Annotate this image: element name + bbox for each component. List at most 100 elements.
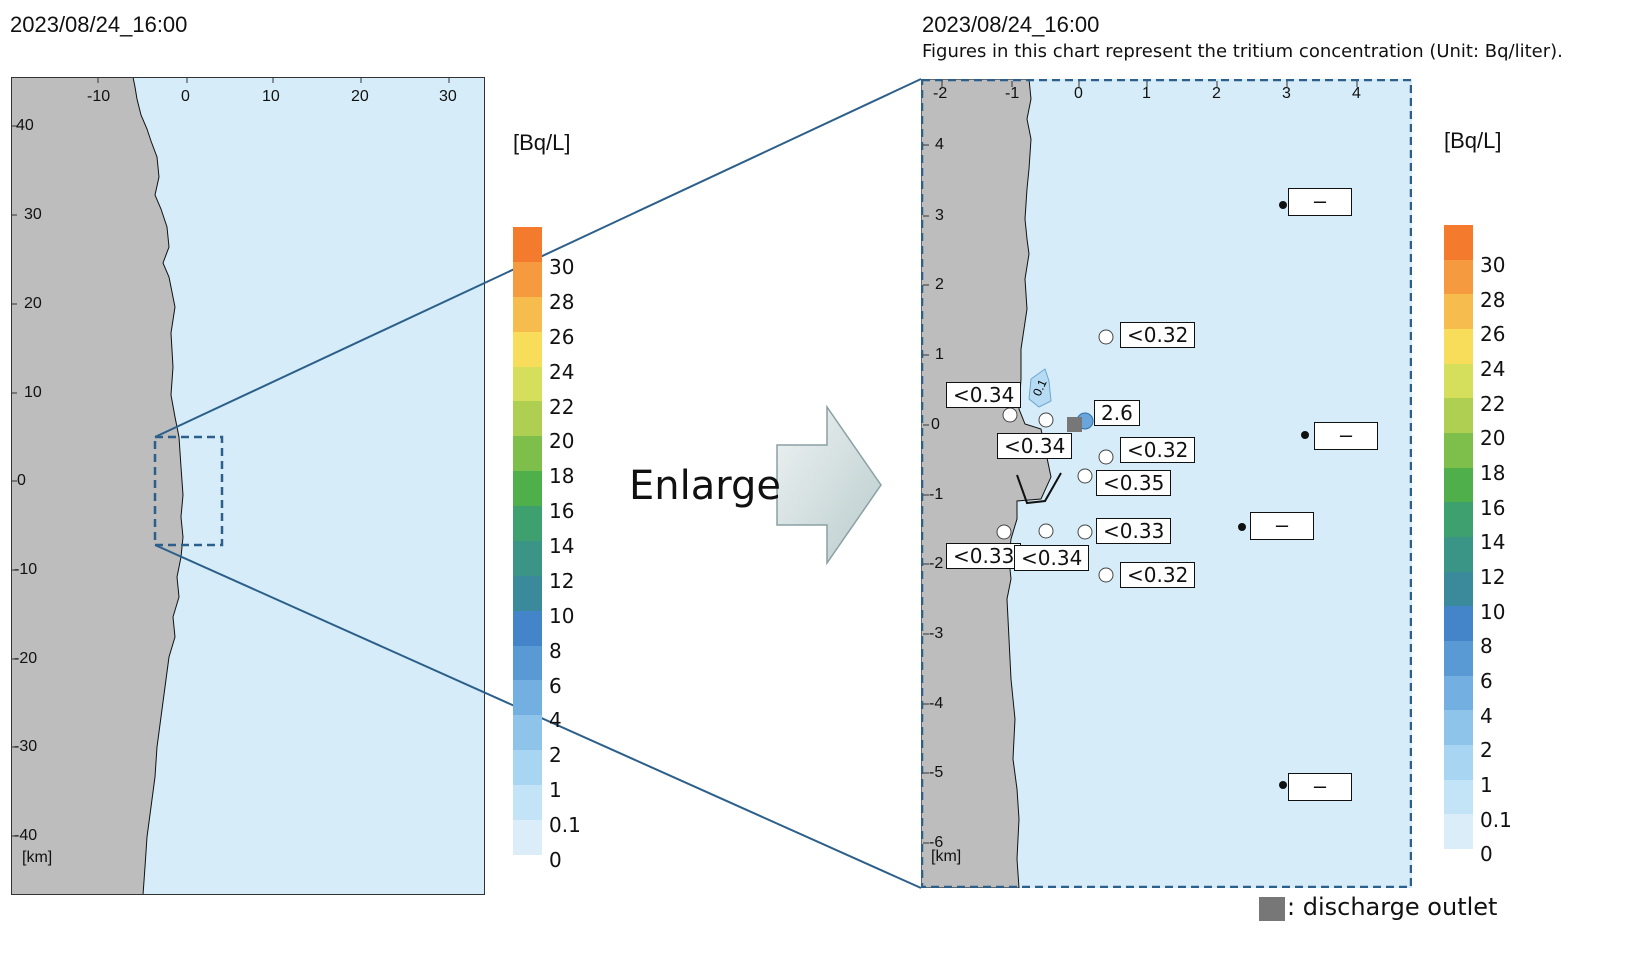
y-axis-ticks [923, 144, 929, 844]
offshore-point [1279, 201, 1287, 209]
sample-value: <0.33 [1096, 518, 1172, 544]
y-tick-label: -3 [929, 625, 944, 642]
colorbar-level-label: 14 [549, 534, 575, 558]
sample-value: <0.32 [1120, 322, 1196, 348]
y-tick-label: 0 [17, 472, 26, 489]
offshore-value: – [1314, 422, 1378, 450]
overview-map: -10 0 10 20 30 40 30 20 10 0 -10 -20 -30… [10, 76, 485, 896]
zoom-region-box [153, 435, 224, 547]
x-tick-label: 20 [351, 88, 369, 105]
colorbar-swatch [1444, 814, 1473, 849]
offshore-point [1238, 523, 1246, 531]
colorbar-level-label: 26 [1480, 322, 1506, 347]
legend-labels: 30 28 26 24 22 20 18 16 14 12 10 8 6 4 2 1 0.1 0 [549, 250, 581, 878]
colorbar-swatch [513, 366, 542, 402]
y-tick-label: -6 [929, 834, 944, 851]
x-tick-label: -2 [933, 85, 948, 102]
x-tick-label: -10 [87, 88, 111, 105]
colorbar-level-label: 8 [1480, 634, 1493, 659]
colorbar-swatch [1444, 640, 1473, 676]
enlarge-arrow [776, 405, 882, 565]
sample-point [1038, 523, 1054, 539]
x-tick-label: 4 [1352, 85, 1361, 102]
right-colorbar [1444, 225, 1473, 849]
sample-point [1098, 449, 1114, 465]
contour-label: 0.1 [1030, 377, 1050, 398]
y-tick-label: 40 [16, 117, 34, 134]
sample-value: <0.34 [946, 382, 1022, 408]
left-legend-unit: [Bq/L] [513, 130, 571, 155]
y-tick-label: 10 [24, 384, 42, 401]
colorbar-level-label: 20 [1480, 426, 1506, 451]
colorbar-swatch [1444, 432, 1473, 468]
colorbar-level-label: 0.1 [549, 813, 581, 837]
colorbar-swatch [513, 575, 542, 611]
sample-value: <0.32 [1120, 562, 1196, 588]
colorbar-swatch [1444, 225, 1473, 260]
x-tick-label: 1 [1142, 85, 1151, 102]
y-tick-label: -2 [929, 555, 944, 572]
overview-map-canvas [10, 76, 485, 896]
colorbar-swatches [513, 227, 542, 855]
discharge-outlet-marker [1067, 417, 1082, 432]
colorbar-swatch [1444, 502, 1473, 537]
colorbar-swatches [1444, 225, 1473, 849]
y-tick-label: 1 [935, 346, 944, 363]
x-tick-label: -1 [1005, 85, 1020, 102]
offshore-value: – [1250, 512, 1314, 540]
colorbar-swatch [513, 610, 542, 646]
colorbar-swatch [1444, 467, 1473, 503]
breakwater [1016, 472, 1062, 505]
colorbar-level-label: 16 [549, 499, 575, 524]
colorbar-level-label: 1 [1480, 772, 1493, 797]
plume-contour [1028, 368, 1052, 408]
colorbar-level-label: 28 [1480, 287, 1506, 312]
colorbar-level-label: 14 [1480, 530, 1506, 555]
y-tick-label: -40 [14, 827, 38, 844]
enlarge-label: Enlarge [629, 463, 781, 509]
y-tick-label: -10 [14, 561, 38, 578]
land-coast [10, 76, 184, 896]
land-coast [920, 78, 1052, 889]
x-tick-label: 2 [1212, 85, 1221, 102]
colorbar-level-label: 18 [549, 464, 575, 489]
colorbar-swatch [513, 401, 542, 437]
colorbar-level-label: 6 [1480, 668, 1493, 693]
colorbar-swatch [513, 785, 542, 820]
sample-point [1098, 567, 1114, 583]
y-tick-label: -1 [929, 486, 944, 503]
zoom-frame [920, 78, 1413, 889]
colorbar-level-label: 6 [549, 673, 562, 698]
colorbar-swatch [513, 261, 542, 297]
right-legend-labels: 30 28 26 24 22 20 18 16 14 12 10 8 6 4 2 1 0.1 0 [1480, 248, 1512, 872]
colorbar-swatch [1444, 571, 1473, 607]
colorbar-level-label: 2 [1480, 738, 1493, 763]
y-tick-label: 0 [931, 416, 940, 433]
colorbar-level-label: 24 [1480, 356, 1506, 381]
colorbar-swatch [1444, 710, 1473, 745]
y-tick-label: -5 [929, 764, 944, 781]
colorbar-level-label: 0 [549, 847, 562, 872]
colorbar-swatch [1444, 398, 1473, 433]
colorbar-level-label: 10 [549, 603, 575, 628]
colorbar-swatch [513, 680, 542, 716]
colorbar-level-label: 30 [549, 255, 575, 279]
sample-value: <0.34 [1014, 545, 1090, 571]
colorbar-level-label: 22 [549, 394, 575, 419]
concentration-note: Figures in this chart represent the trit… [922, 41, 1563, 62]
colorbar-level-label: 1 [549, 778, 562, 803]
y-tick-label: 3 [935, 207, 944, 224]
colorbar-level-label: 12 [1480, 564, 1506, 589]
x-axis-ticks [97, 77, 450, 83]
colorbar-swatch [513, 715, 542, 751]
colorbar-level-label: 12 [549, 568, 575, 593]
colorbar-swatch [1444, 779, 1473, 815]
offshore-point [1279, 781, 1287, 789]
colorbar-level-label: 24 [549, 359, 575, 384]
colorbar-level-label: 8 [549, 638, 562, 663]
y-tick-label: 2 [935, 276, 944, 293]
sample-value: <0.33 [946, 543, 1022, 569]
x-tick-label: 30 [439, 88, 457, 105]
y-tick-label: -20 [14, 650, 38, 667]
sample-value: <0.35 [1096, 470, 1172, 496]
